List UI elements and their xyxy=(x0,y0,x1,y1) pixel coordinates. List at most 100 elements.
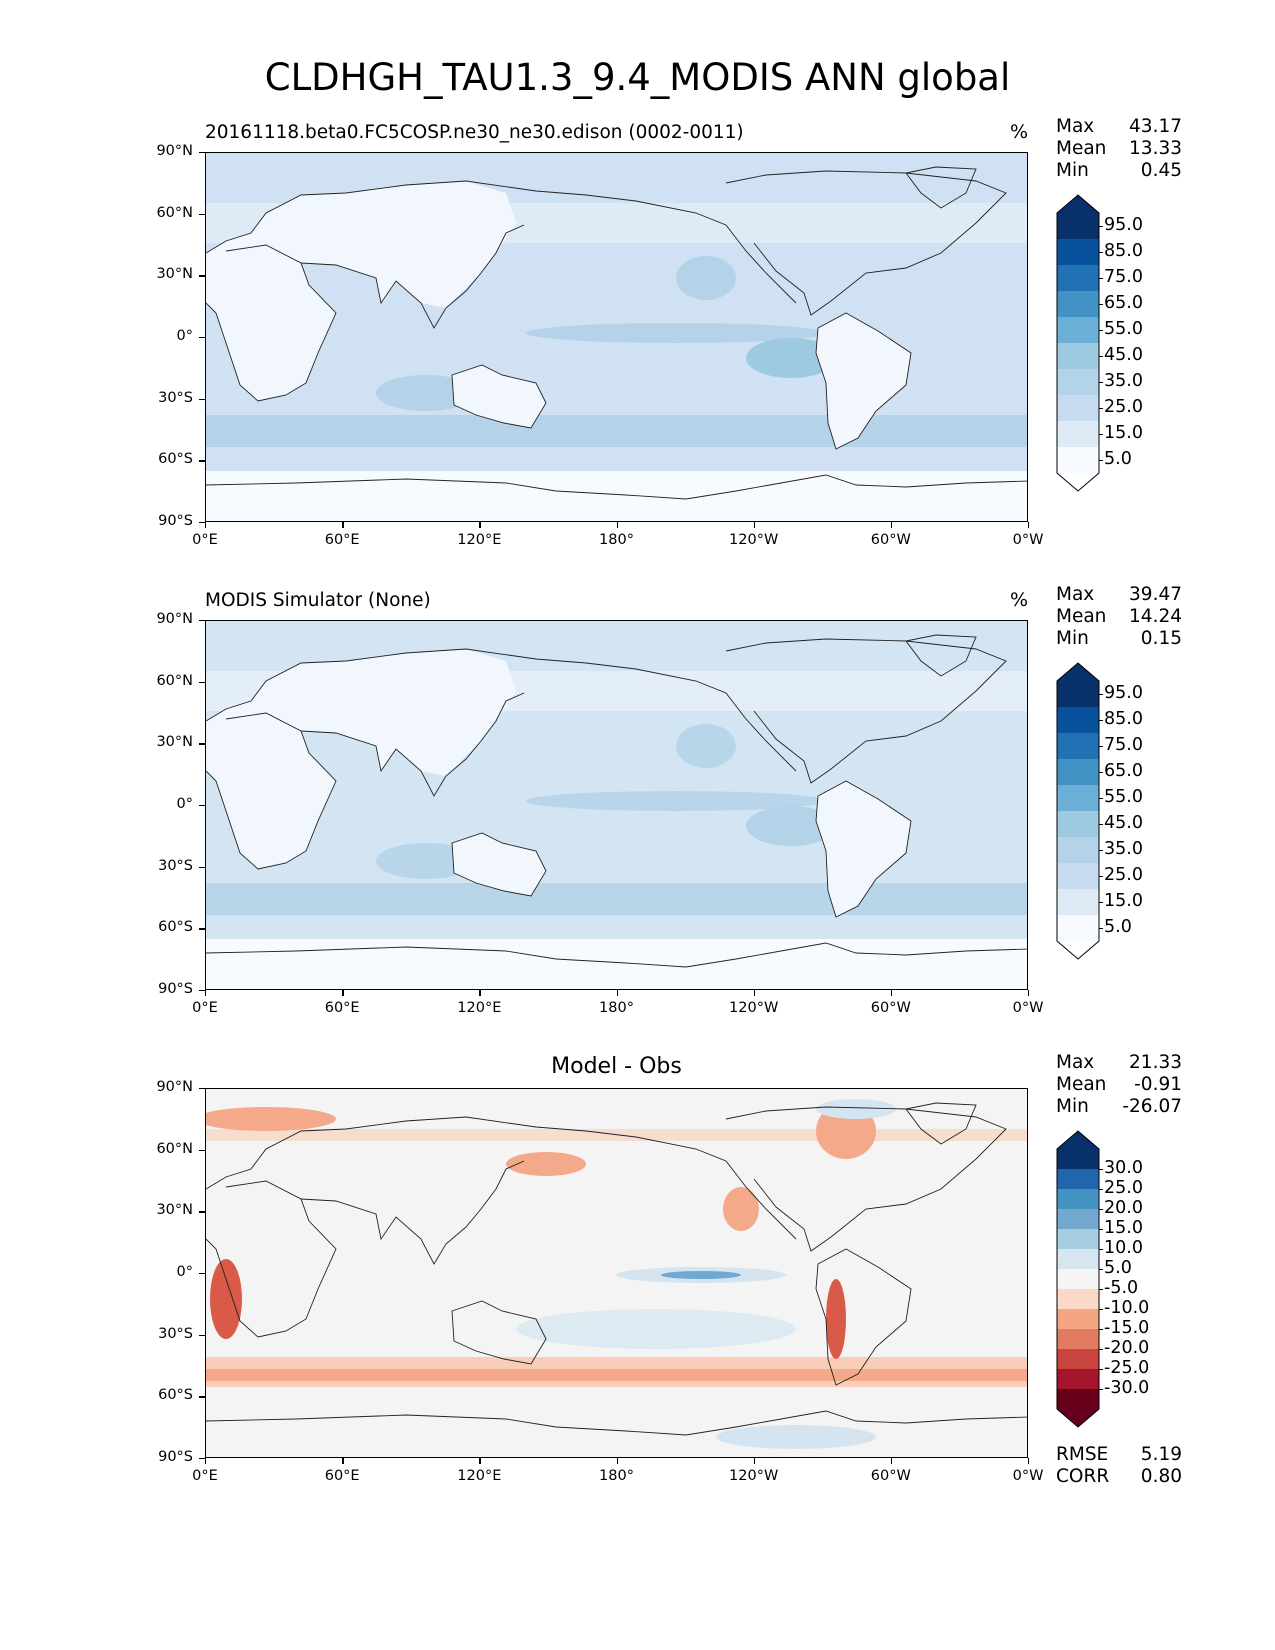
north-pacific-red xyxy=(506,1152,586,1176)
colorbar-tick-label: -15.0 xyxy=(1104,1318,1150,1338)
stat-rmse: RMSE 5.19 xyxy=(1056,1444,1182,1466)
lon-tick-label: 60°W xyxy=(870,1000,911,1016)
lat-tick-mark xyxy=(199,1211,205,1213)
colorbar-tick-mark xyxy=(1099,694,1103,695)
colorbar-segment xyxy=(1057,239,1099,266)
colorbar-tick-label: 15.0 xyxy=(1104,891,1143,911)
lon-tick-mark xyxy=(479,522,481,528)
colorbar-tick-label: 65.0 xyxy=(1104,293,1143,313)
colorbar-segment xyxy=(1057,291,1099,318)
lat-tick-label: 60°N xyxy=(156,672,193,689)
colorbar-segment xyxy=(1057,1389,1099,1410)
land-fill xyxy=(206,713,336,869)
colorbar-tick-label: 75.0 xyxy=(1104,735,1143,755)
lon-tick-label: 0°E xyxy=(192,532,218,548)
lon-tick-mark xyxy=(1028,990,1030,996)
colorbar-tick-mark xyxy=(1099,1169,1103,1170)
lon-tick-label: 120°E xyxy=(457,1000,502,1016)
antarctic-blue xyxy=(716,1425,876,1449)
stat-label: Mean xyxy=(1056,606,1107,627)
colorbar-extend-top xyxy=(1057,1131,1099,1149)
stat-value: 14.24 xyxy=(1129,606,1182,627)
lat-tick-label: 0° xyxy=(176,1264,193,1280)
lon-tick-label: 120°E xyxy=(457,532,502,548)
stat-max: Max 21.33 xyxy=(1056,1052,1182,1074)
colorbar-segment xyxy=(1057,1329,1099,1350)
colorbar-segment xyxy=(1057,707,1099,734)
colorbar-tick-label: -25.0 xyxy=(1104,1358,1150,1378)
colorbar-tick-mark xyxy=(1099,460,1103,461)
colorbar-segment xyxy=(1057,395,1099,422)
lon-tick-label: 60°E xyxy=(324,532,360,548)
coastline xyxy=(206,648,797,772)
land-fill xyxy=(816,781,911,917)
lat-tick-label: 30°N xyxy=(156,734,193,751)
colorbar-tick-mark xyxy=(1099,1389,1103,1390)
lon-tick-mark xyxy=(205,522,207,528)
colorbar-tick-mark xyxy=(1099,720,1103,721)
coastline xyxy=(815,312,912,450)
colorbar-segment xyxy=(1057,213,1099,240)
stat-mean: Mean 14.24 xyxy=(1056,606,1182,628)
lat-tick-label: 0° xyxy=(176,796,193,812)
colorbar-tick-label: -5.0 xyxy=(1104,1278,1139,1298)
lon-tick-mark xyxy=(890,522,893,528)
colorbar-tick-label: 85.0 xyxy=(1104,241,1143,261)
lat-tick-mark xyxy=(199,522,205,524)
lon-tick-label: 180° xyxy=(599,532,634,548)
stat-label: Mean xyxy=(1056,1074,1107,1095)
colorbar-segment xyxy=(1057,1289,1099,1310)
colorbar-segment xyxy=(1057,1209,1099,1230)
lat-tick-label: 90°N xyxy=(156,143,193,159)
lat-tick-mark xyxy=(199,337,205,339)
north-pacific-patch xyxy=(676,724,736,768)
stat-value: 0.80 xyxy=(1140,1466,1182,1487)
colorbar-tick-mark xyxy=(1099,356,1103,357)
panel-diff-contour-map xyxy=(206,1089,1027,1457)
colorbar-tick-mark xyxy=(1099,1249,1103,1250)
coastline xyxy=(905,1102,977,1145)
lon-tick-mark xyxy=(342,1458,344,1464)
coastline xyxy=(206,180,797,304)
land-fill xyxy=(206,245,336,401)
lat-tick-mark xyxy=(199,928,205,930)
coastline xyxy=(300,692,525,797)
stat-min: Min -26.07 xyxy=(1056,1096,1182,1118)
colorbar-tick-label: 15.0 xyxy=(1104,1218,1143,1238)
panel-test-map xyxy=(205,152,1028,522)
lat-tick-label: 30°S xyxy=(158,1325,193,1342)
coastline xyxy=(815,1248,912,1386)
antarctic-field xyxy=(206,939,1027,989)
coastline xyxy=(725,1106,1007,1252)
colorbar-tick-label: 20.0 xyxy=(1104,1198,1143,1218)
colorbar-tick-mark xyxy=(1099,1229,1103,1230)
colorbar-tick-mark xyxy=(1099,928,1103,929)
north-pacific-patch xyxy=(676,256,736,300)
stat-min: Min 0.45 xyxy=(1056,160,1182,182)
lat-tick-label: 90°S xyxy=(158,1449,193,1465)
coastline xyxy=(206,1116,797,1240)
colorbar-tick-mark xyxy=(1099,278,1103,279)
stat-max: Max 39.47 xyxy=(1056,584,1182,606)
itcz-band xyxy=(526,323,826,343)
southern-ocean-band xyxy=(206,883,1027,915)
colorbar-extend-bottom xyxy=(1057,473,1099,491)
coastline xyxy=(451,364,547,429)
panel-ref-contour-map xyxy=(206,621,1027,989)
colorbar-tick-mark xyxy=(1099,434,1103,435)
colorbar-segment xyxy=(1057,1369,1099,1390)
indian-ocean-patch xyxy=(376,375,476,411)
stat-mean: Mean -0.91 xyxy=(1056,1074,1182,1096)
coastline xyxy=(206,1410,1027,1436)
south-pacific-convergence xyxy=(746,338,836,378)
stat-mean: Mean 13.33 xyxy=(1056,138,1182,160)
lat-tick-mark xyxy=(199,743,205,745)
colorbar-tick-label: 5.0 xyxy=(1104,1258,1132,1278)
lat-tick-label: 90°N xyxy=(156,611,193,627)
panel-diff-stats: Max 21.33 Mean -0.91 Min -26.07 xyxy=(1056,1052,1182,1118)
colorbar-segment xyxy=(1057,317,1099,344)
colorbar-tick-mark xyxy=(1099,1289,1103,1290)
lon-tick-label: 0°W xyxy=(1012,1000,1044,1016)
colorbar-extend-top xyxy=(1057,195,1099,213)
lat-tick-label: 60°S xyxy=(158,919,193,936)
